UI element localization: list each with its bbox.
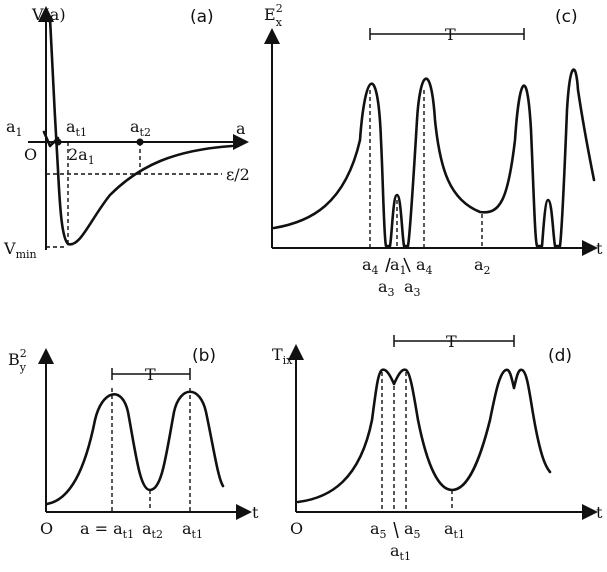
panel-b-tag: (b) (192, 346, 216, 366)
vmin-label: Vmin (3, 239, 37, 261)
tix-curve (296, 368, 552, 504)
panel-d-at1-pointer (393, 521, 399, 539)
label-2a1: 2a1 (68, 145, 95, 167)
by-squared-curve (45, 390, 225, 506)
panel-a-tag: (a) (190, 7, 214, 27)
turning-point-at2 (136, 138, 144, 146)
panel-c-tick-a1: a1 (390, 255, 407, 277)
panel-d-tick-at1-mid: at1 (390, 541, 411, 563)
panel-c-y-label: E2 x (264, 2, 283, 29)
panel-d-tick-at1: at1 (444, 519, 465, 541)
panel-b-period-label: T (145, 365, 156, 384)
panel-d-tick-a5-right: a5 (404, 519, 421, 541)
panel-c-a3-pointer-right (403, 257, 411, 273)
panel-b-tick-at1: at1 (182, 519, 203, 541)
panel-b-t-label: t (252, 503, 259, 522)
panel-d-period-label: T (446, 332, 457, 351)
panel-c-tick-a2: a2 (474, 255, 491, 277)
panel-c-tick-a3-left: a3 (378, 277, 395, 299)
panel-d-t-label: t (596, 503, 603, 522)
panel-d: Tix t (d) O T a5 a5 at1 at1 (272, 332, 603, 563)
label-at2: at2 (130, 117, 151, 139)
ex-squared-curve (272, 68, 596, 248)
panel-b-origin: O (40, 519, 53, 538)
label-at1: at1 (66, 117, 87, 139)
panel-a-x-label: a (236, 119, 246, 138)
turning-point-at1 (54, 138, 62, 146)
panel-a: V(a) a (a) O ε/2 Vmin a1 at1 at2 2a1 (3, 5, 250, 261)
panel-d-tag: (d) (548, 346, 572, 366)
panel-c: E2 x t (c) T a4 a1 a4 a2 a3 a3 (264, 2, 603, 299)
panel-b-tick-a-eq-at1: a = at1 (80, 519, 134, 541)
panel-b-tick-at2: at2 (142, 519, 163, 541)
panel-b: B2 y t (b) O T a = at1 at2 at1 (8, 346, 259, 541)
panel-a-y-label: V(a) (31, 5, 66, 24)
epsilon-level-label: ε/2 (226, 165, 250, 184)
panel-c-period-label: T (445, 25, 456, 44)
label-a1: a1 (6, 117, 23, 139)
panel-c-tick-a4-right: a4 (416, 255, 433, 277)
panel-c-tick-a4-left: a4 (362, 255, 379, 277)
panel-c-tag: (c) (555, 7, 578, 27)
panel-c-tick-a3-right: a3 (404, 277, 421, 299)
panel-d-y-label: Tix (272, 345, 293, 367)
panel-c-a3-pointer-left (385, 257, 391, 273)
panel-d-tick-a5-left: a5 (370, 519, 387, 541)
panel-b-y-label: B2 y (8, 347, 27, 374)
panel-c-t-label: t (596, 239, 603, 258)
panel-a-origin: O (24, 145, 37, 164)
panel-d-origin: O (290, 519, 303, 538)
